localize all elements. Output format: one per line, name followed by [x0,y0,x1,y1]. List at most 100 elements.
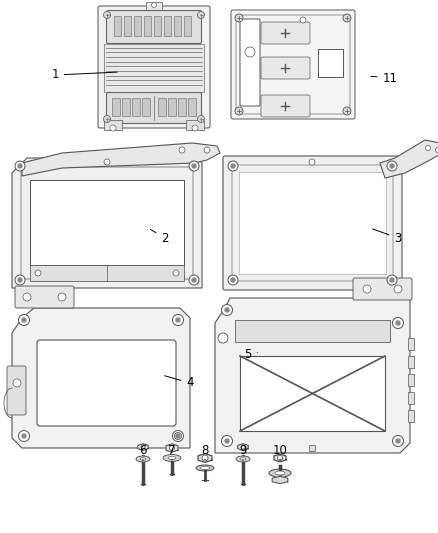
Circle shape [152,3,156,7]
Circle shape [228,161,238,171]
Bar [239,172,386,274]
Circle shape [170,446,174,450]
Circle shape [231,164,235,168]
Circle shape [396,439,400,443]
Circle shape [245,47,255,57]
Circle shape [300,17,306,23]
Circle shape [35,270,41,276]
Circle shape [104,159,110,165]
FancyBboxPatch shape [7,366,26,415]
Bar [104,44,204,92]
Circle shape [235,107,243,115]
Bar [164,16,171,36]
Circle shape [15,275,25,285]
FancyBboxPatch shape [261,95,310,117]
Polygon shape [12,308,190,448]
Polygon shape [215,298,410,453]
Circle shape [18,431,29,441]
Bar [184,16,191,36]
Circle shape [202,455,208,461]
Circle shape [392,435,403,447]
Bar [188,98,196,116]
Text: 1: 1 [51,69,117,82]
Bar [104,120,122,130]
Circle shape [192,164,196,168]
Circle shape [174,432,181,440]
Ellipse shape [275,471,285,475]
Circle shape [192,125,198,131]
Circle shape [387,275,397,285]
Text: 5: 5 [244,349,257,361]
Circle shape [222,435,233,447]
Text: 6: 6 [139,443,147,460]
Ellipse shape [236,456,250,462]
Circle shape [396,321,400,325]
Bar [408,356,414,368]
Bar [178,98,186,116]
Ellipse shape [200,466,210,470]
FancyBboxPatch shape [240,19,260,106]
Bar [30,265,184,281]
Circle shape [179,147,185,153]
Bar [408,410,414,422]
Circle shape [198,116,205,123]
Circle shape [435,148,438,152]
Polygon shape [22,143,220,176]
Text: 9: 9 [239,443,247,460]
Circle shape [22,318,26,322]
Circle shape [392,318,403,328]
Text: 10: 10 [272,443,287,460]
Circle shape [235,14,243,22]
Bar [235,320,390,342]
FancyBboxPatch shape [223,156,402,290]
Circle shape [141,445,145,449]
Bar [408,392,414,404]
Bar [318,49,343,77]
Circle shape [176,318,180,322]
Polygon shape [380,140,438,178]
Ellipse shape [140,458,146,461]
Ellipse shape [163,455,181,462]
FancyBboxPatch shape [106,93,201,124]
Circle shape [387,161,397,171]
Bar [134,16,141,36]
Circle shape [309,159,315,165]
Circle shape [173,270,179,276]
Bar [240,356,385,431]
Polygon shape [138,443,148,450]
Circle shape [278,456,283,461]
Bar [124,16,131,36]
Bar [158,98,166,116]
Text: 4: 4 [165,376,194,390]
Circle shape [176,434,180,438]
Ellipse shape [168,456,176,459]
Circle shape [189,275,199,285]
FancyBboxPatch shape [98,6,210,128]
Circle shape [228,275,238,285]
Circle shape [15,161,25,171]
Circle shape [58,293,66,301]
Polygon shape [198,454,212,463]
Ellipse shape [136,456,150,462]
Bar [408,338,414,350]
Circle shape [222,304,233,316]
Ellipse shape [269,469,291,477]
Circle shape [23,293,31,301]
Bar [309,445,315,451]
Bar [142,98,150,116]
Bar [168,98,176,116]
Circle shape [173,314,184,326]
Circle shape [343,107,351,115]
Circle shape [390,164,394,168]
Bar [132,98,140,116]
Bar [114,16,121,36]
Circle shape [231,278,235,282]
Bar [146,2,162,10]
FancyBboxPatch shape [261,57,310,79]
Polygon shape [166,444,178,452]
Circle shape [241,445,245,449]
Circle shape [189,161,199,171]
Bar [112,98,120,116]
Circle shape [13,379,21,387]
Polygon shape [272,477,288,483]
